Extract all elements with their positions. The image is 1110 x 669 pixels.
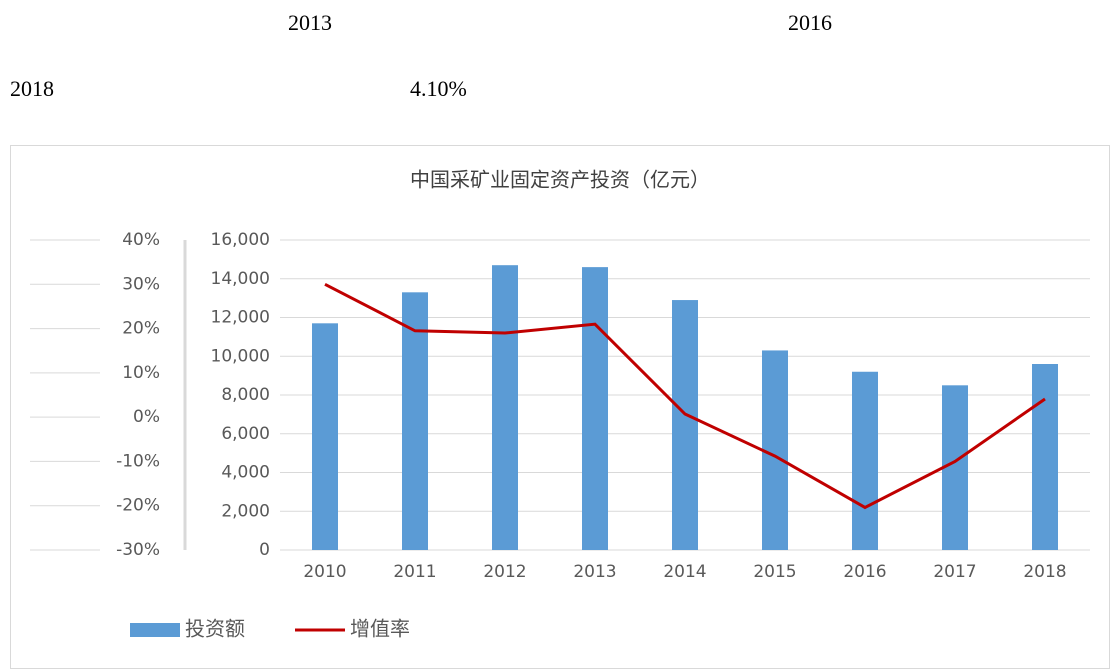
bar [582, 267, 608, 550]
y-tick-label: 14,000 [211, 269, 270, 289]
y-tick-label: 10,000 [211, 346, 270, 366]
y2-tick-label: 30% [122, 274, 160, 294]
x-tick-label: 2017 [933, 562, 976, 582]
text: 2018 [10, 76, 54, 101]
line [324, 282, 1046, 510]
text: 2013 [288, 10, 332, 35]
bar [852, 371, 878, 550]
y-tick-label: 6,000 [221, 424, 270, 444]
y2-tick-label: -20% [116, 496, 160, 516]
y2-tick-label: -10% [116, 451, 160, 471]
y-tick-label: 4,000 [221, 463, 270, 483]
bar [492, 265, 518, 550]
x-tick-label: 2015 [753, 562, 796, 582]
text: 4.10% [410, 76, 467, 101]
legend-label: 投资额 [185, 617, 245, 641]
bar [1032, 364, 1058, 550]
bar [672, 300, 698, 550]
y-tick-label: 12,000 [211, 308, 270, 328]
chart-frame [10, 145, 1110, 669]
bar [402, 292, 428, 550]
text: 2016 [788, 10, 832, 35]
y2-tick-label: 40% [122, 230, 160, 250]
chart: 中国采矿业固定资产投资（亿元） 0 2,000 4,000 6,000 8,000 10,… [10, 145, 1110, 669]
x-tick-label: 2018 [1023, 562, 1066, 582]
y2-tick-label: -30% [116, 540, 160, 560]
y-tick-label: 0 [259, 540, 270, 560]
y2-tick-label: 20% [122, 319, 160, 339]
bar [762, 350, 788, 550]
y2-tick-label: 10% [122, 363, 160, 383]
y2-tick-label: 0% [133, 407, 160, 427]
x-tick-label: 2016 [843, 562, 886, 582]
x-tick-label: 2012 [483, 562, 526, 582]
y-tick-label: 8,000 [221, 385, 270, 405]
bar [312, 323, 338, 550]
x-tick-label: 2010 [303, 562, 346, 582]
legend-swatch [130, 623, 180, 637]
y-tick-label: 2,000 [221, 501, 270, 521]
y-tick-label: 16,000 [211, 230, 270, 250]
legend-label: 增值率 [350, 617, 410, 641]
bar [942, 385, 968, 550]
x-tick-label: 2014 [663, 562, 706, 582]
chart-title: 中国采矿业固定资产投资（亿元） [410, 168, 710, 192]
x-tick-label: 2013 [573, 562, 616, 582]
x-tick-label: 2011 [393, 562, 436, 582]
